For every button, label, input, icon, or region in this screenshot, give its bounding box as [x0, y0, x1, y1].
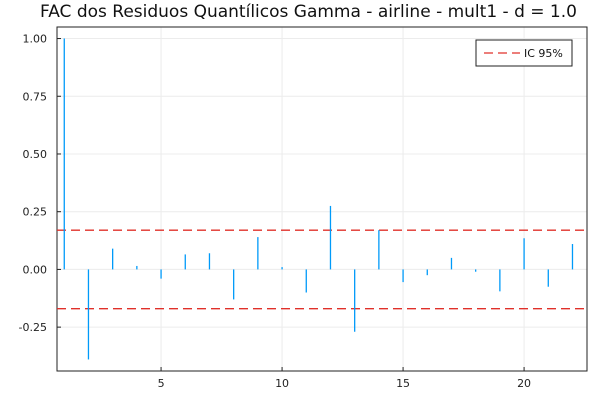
y-tick-label: -0.25	[19, 321, 47, 334]
y-tick-label: 1.00	[23, 33, 48, 46]
x-tick-label: 5	[158, 377, 165, 390]
y-tick-label: 0.50	[23, 148, 48, 161]
legend: IC 95%	[475, 39, 573, 67]
y-axis-ticks: -0.25 0.00 0.25 0.50 0.75 1.00	[19, 33, 61, 334]
legend-label-ci: IC 95%	[524, 47, 563, 60]
acf-bars	[63, 38, 574, 360]
y-tick-label: 0.25	[23, 206, 48, 219]
y-tick-label: 0.00	[23, 263, 48, 276]
y-tick-label: 0.75	[23, 90, 48, 103]
x-tick-label: 15	[396, 377, 410, 390]
confidence-band	[57, 229, 587, 310]
x-tick-label: 10	[275, 377, 289, 390]
chart-title: FAC dos Residuos Quantílicos Gamma - air…	[40, 2, 577, 22]
x-axis-ticks: 5 10 15 20	[158, 367, 531, 390]
grid-lines	[57, 27, 587, 371]
x-tick-label: 20	[517, 377, 531, 390]
plot-frame	[56, 26, 588, 372]
